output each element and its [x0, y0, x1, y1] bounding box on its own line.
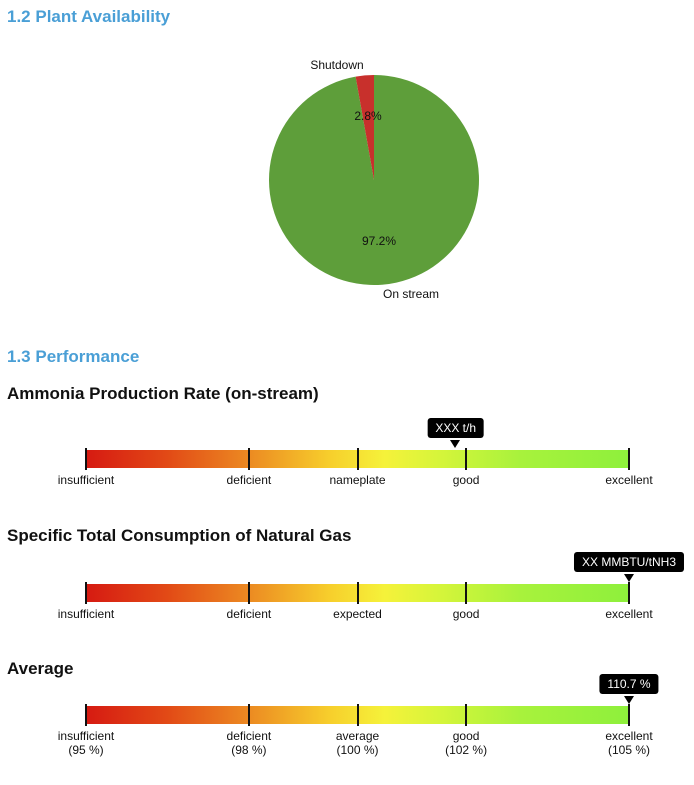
gauge-tick: [85, 582, 87, 604]
gauge-tick-label-text: deficient: [226, 729, 272, 743]
gauge-tick-threshold: (95 %): [68, 743, 104, 757]
gauge-tick-label-text: insufficient: [57, 607, 115, 621]
gauge-tick-label-text: good: [452, 473, 480, 487]
gauge-tick: [85, 704, 87, 726]
availability-pie-chart: Shutdown 2.8% 97.2% On stream: [0, 0, 694, 330]
gauge-tick-label: insufficient: [58, 473, 114, 487]
gauge-tick-label: insufficient: [58, 607, 114, 621]
gauge-tick: [628, 704, 630, 726]
gauge-tick: [247, 448, 250, 470]
gauge-tick: [465, 448, 468, 470]
gauge-tick-label: excellent (105 %): [605, 729, 652, 757]
gauge-tick-label: good: [453, 473, 480, 487]
gauge-tick-label: insufficient (95 %): [58, 729, 114, 757]
gauge-tick-threshold: (102 %): [445, 743, 488, 757]
gauge-tick: [85, 448, 87, 470]
gauge-marker-pointer: [624, 696, 634, 704]
gauge-value-badge: XXX t/h: [427, 418, 484, 438]
gauge-tick: [356, 704, 359, 726]
pie-label-on-stream: On stream: [383, 287, 439, 301]
gauge-tick-label-text: nameplate: [329, 473, 386, 487]
gauge-tick-label-text: deficient: [226, 607, 272, 621]
gauge-tick-label-text: excellent: [605, 607, 653, 621]
gauge-tick-label-text: excellent: [605, 473, 653, 487]
gauge-tick-label: excellent: [605, 607, 652, 621]
gauge-title-natural-gas: Specific Total Consumption of Natural Ga…: [7, 526, 352, 545]
gauge-tick: [356, 448, 359, 470]
gauge-tick-label-text: expected: [333, 607, 382, 621]
gauge-tick-label: deficient (98 %): [227, 729, 272, 757]
gauge-tick: [247, 582, 250, 604]
gauge-marker-pointer: [624, 574, 634, 582]
gauge-tick-label-text: good: [452, 607, 480, 621]
gauge-value-badge: XX MMBTU/tNH3: [573, 552, 685, 572]
gauge-tick-threshold: (98 %): [231, 743, 267, 757]
pie-svg: Shutdown 2.8% 97.2% On stream: [268, 58, 479, 301]
gauge-natural-gas: insufficient deficient expected good excelle…: [0, 552, 694, 662]
gauge-tick-label-text: good: [452, 729, 480, 743]
gauge-tick: [628, 448, 630, 470]
pie-slice-shutdown: [355, 75, 374, 180]
gauge-tick-label-text: excellent: [605, 729, 653, 743]
gauge-tick: [247, 704, 250, 726]
gauge-tick-label: good: [453, 607, 480, 621]
gauge-tick-label-text: deficient: [226, 473, 272, 487]
gauge-tick-label: deficient: [227, 607, 272, 621]
gauge-tick-label: nameplate: [329, 473, 385, 487]
gauge-tick: [356, 582, 359, 604]
section-title-availability: 1.2 Plant Availability: [7, 7, 171, 26]
pie-value-shutdown: 2.8%: [354, 109, 382, 123]
gauge-tick-label: excellent: [605, 473, 652, 487]
gauge-ammonia-rate: insufficient deficient nameplate good excell…: [0, 418, 694, 528]
gauge-tick-label-text: average: [335, 729, 380, 743]
gauge-tick-label: expected: [333, 607, 382, 621]
gauge-tick-threshold: (100 %): [336, 743, 379, 757]
gauge-average: insufficient (95 %) deficient (98 %) average…: [0, 674, 694, 785]
section-title-performance: 1.3 Performance: [7, 347, 140, 366]
gauge-marker-pointer: [449, 440, 460, 448]
pie-label-shutdown: Shutdown: [310, 58, 363, 72]
gauge-tick-threshold: (105 %): [607, 743, 651, 757]
gauge-title-average: Average: [7, 659, 74, 678]
gauge-tick: [465, 582, 468, 604]
gauge-tick: [465, 704, 468, 726]
gauge-tick-label: good (102 %): [445, 729, 487, 757]
gauge-tick-label: average (100 %): [336, 729, 379, 757]
gauge-tick-label-text: insufficient: [57, 729, 115, 743]
gauge-title-ammonia-rate: Ammonia Production Rate (on-stream): [7, 384, 319, 403]
gauge-tick: [628, 582, 630, 604]
gauge-value-badge: 110.7 %: [599, 674, 659, 694]
pie-value-on-stream: 97.2%: [362, 234, 396, 248]
gauge-tick-label-text: insufficient: [57, 473, 115, 487]
gauge-tick-label: deficient: [227, 473, 272, 487]
